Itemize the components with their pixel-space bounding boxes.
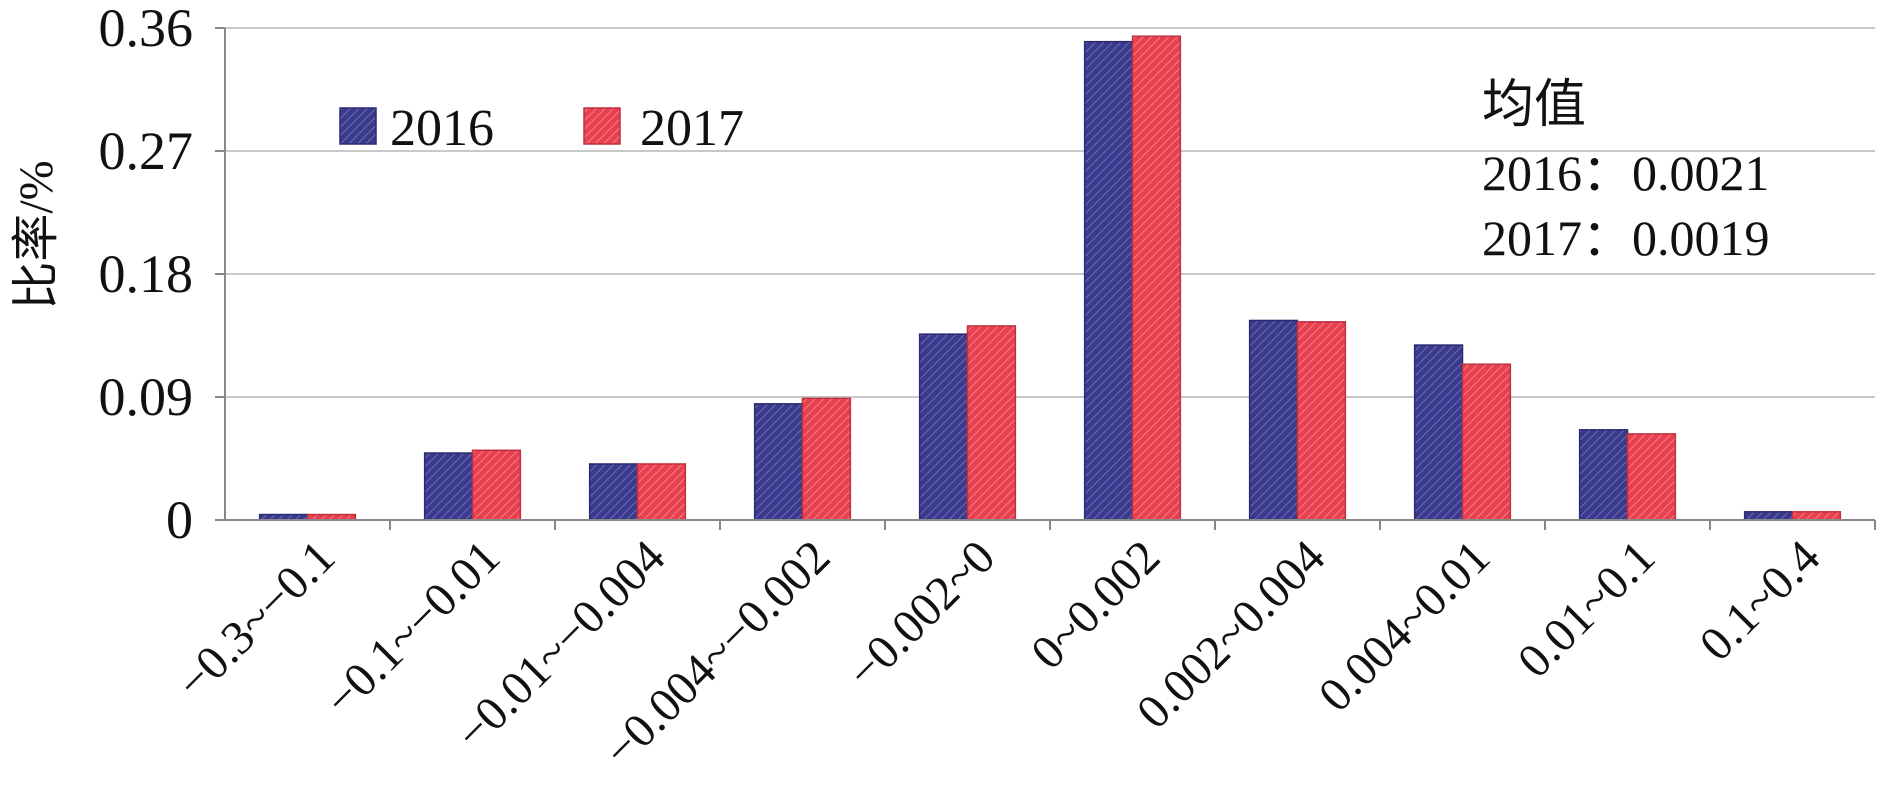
y-axis: 0 0.09 0.18 0.27 0.36 [99, 0, 226, 550]
legend: 2016 2017 [339, 100, 744, 157]
bar-2016-6 [1248, 319, 1299, 521]
legend-swatch-2016 [339, 107, 377, 145]
bar-2016-5 [1083, 40, 1134, 521]
bar-2017-4 [966, 325, 1017, 521]
annotation-line-2017: 2017：0.0019 [1482, 210, 1770, 266]
bar-2016-4 [918, 333, 969, 521]
y-tick-label: 0.18 [99, 244, 194, 304]
x-tick-label: 0.004~0.01 [1309, 530, 1501, 722]
bar-2016-7 [1413, 344, 1464, 521]
annotation-title: 均值 [1482, 77, 1586, 134]
bar-2017-8 [1626, 433, 1677, 521]
x-tick-label: 0.1~0.4 [1690, 530, 1831, 671]
bar-2016-8 [1578, 429, 1629, 521]
y-tick-label: 0.09 [99, 367, 194, 427]
y-tick-label: 0 [166, 490, 193, 550]
x-tick-label: 0.01~0.1 [1508, 530, 1666, 688]
bar-2017-6 [1296, 321, 1347, 521]
bar-2017-3 [801, 397, 852, 521]
x-tick-label: −0.3~−0.1 [166, 530, 345, 709]
bars [258, 35, 1842, 521]
legend-label-2016: 2016 [390, 100, 494, 157]
bar-2017-7 [1461, 363, 1512, 521]
annotation-line-2016: 2016：0.0021 [1482, 145, 1770, 201]
bar-2017-2 [636, 463, 687, 521]
bar-2017-9 [1791, 511, 1842, 521]
x-tick-label: −0.002~0 [837, 530, 1005, 698]
mean-annotation: 均值 2016：0.0021 2017：0.0019 [1482, 77, 1770, 266]
x-axis: −0.3~−0.1−0.1~−0.01−0.01~−0.004−0.004~−0… [166, 519, 1876, 777]
bar-2016-1 [423, 452, 474, 521]
bar-2016-2 [588, 463, 639, 521]
bar-2017-5 [1131, 35, 1182, 521]
y-axis-label: 比率/% [10, 160, 63, 309]
gridlines [225, 27, 1875, 398]
bar-2016-9 [1743, 511, 1794, 521]
legend-label-2017: 2017 [640, 100, 744, 157]
bar-2017-1 [471, 449, 522, 521]
bar-2016-3 [753, 403, 804, 521]
x-tick-label: 0~0.002 [1021, 530, 1170, 679]
y-tick-label: 0.27 [99, 121, 194, 181]
y-tick-label: 0.36 [99, 0, 194, 58]
legend-swatch-2017 [583, 107, 621, 145]
